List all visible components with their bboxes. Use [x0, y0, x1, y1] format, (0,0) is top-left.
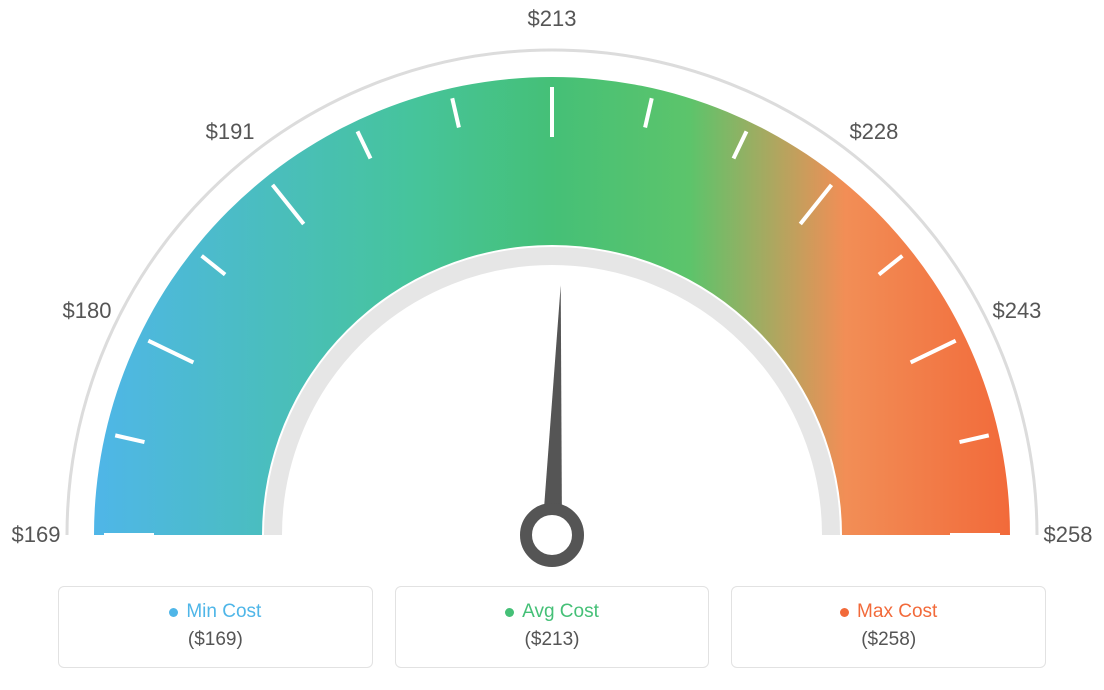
min-cost-label: Min Cost — [186, 601, 261, 623]
chart-container: $169 $180 $191 $213 $228 $243 $258 Min Cost ($… — [0, 0, 1104, 690]
gauge-tick-label: $258 — [1044, 522, 1093, 548]
max-cost-value: ($258) — [732, 629, 1045, 651]
gauge-tick-label: $180 — [63, 298, 112, 324]
avg-cost-card: Avg Cost ($213) — [395, 586, 710, 668]
max-cost-card: Max Cost ($258) — [731, 586, 1046, 668]
gauge-tick-label: $169 — [12, 522, 61, 548]
min-cost-value: ($169) — [59, 629, 372, 651]
min-dot-icon — [169, 608, 178, 617]
avg-cost-title: Avg Cost — [505, 601, 599, 623]
gauge: $169$180$191$213$228$243$258 — [0, 15, 1104, 575]
avg-dot-icon — [505, 608, 514, 617]
gauge-tick-label: $213 — [528, 6, 577, 32]
max-dot-icon — [840, 608, 849, 617]
max-cost-title: Max Cost — [840, 601, 937, 623]
min-cost-title: Min Cost — [169, 601, 261, 623]
min-cost-card: Min Cost ($169) — [58, 586, 373, 668]
summary-cards: Min Cost ($169) Avg Cost ($213) Max Cost… — [58, 586, 1046, 668]
avg-cost-value: ($213) — [396, 629, 709, 651]
gauge-tick-label: $243 — [992, 298, 1041, 324]
gauge-tick-label: $191 — [206, 119, 255, 145]
max-cost-label: Max Cost — [857, 601, 937, 623]
avg-cost-label: Avg Cost — [522, 601, 599, 623]
gauge-tick-label: $228 — [849, 119, 898, 145]
